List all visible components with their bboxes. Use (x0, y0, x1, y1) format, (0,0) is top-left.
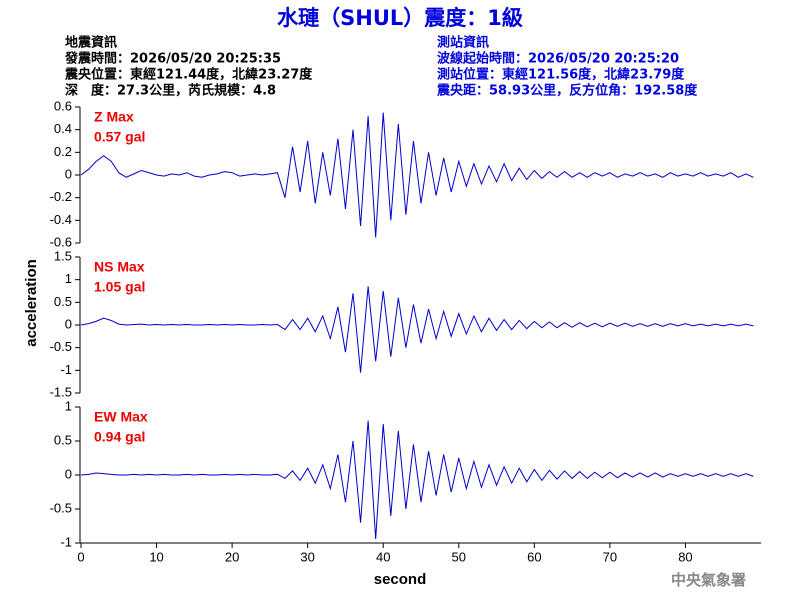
panel-label: Z Max (94, 109, 134, 125)
y-tick-label: -0.5 (50, 500, 72, 515)
footer: 中央氣象署 (671, 571, 746, 589)
x-tick-label: 70 (603, 549, 617, 564)
x-tick-label: 20 (225, 549, 239, 564)
y-tick-label: 0.5 (54, 294, 72, 309)
panel-max: 0.57 gal (94, 129, 145, 145)
x-tick-label: 30 (300, 549, 314, 564)
info-line: 震央距：58.93公里，反方位角：192.58度 (436, 83, 698, 99)
panel-label: NS Max (94, 259, 145, 275)
y-tick-label: 0.6 (54, 98, 72, 113)
panel-max: 0.94 gal (94, 429, 145, 445)
y-tick-label: 1 (65, 271, 72, 286)
y-tick-label: -0.5 (50, 339, 72, 354)
info-line: 地震資訊 (65, 35, 117, 51)
x-tick-label: 0 (77, 549, 84, 564)
info-line: 測站位置：東經121.56度，北緯23.79度 (437, 67, 685, 83)
y-tick-label: -1 (60, 534, 72, 549)
y-tick-label: -0.2 (50, 189, 72, 204)
x-tick-label: 10 (149, 549, 163, 564)
panel-label: EW Max (94, 409, 148, 425)
y-tick-label: 1.5 (54, 248, 72, 263)
y-tick-label: -1 (60, 362, 72, 377)
y-tick-label: 0.4 (54, 121, 72, 136)
x-tick-label: 50 (452, 549, 466, 564)
x-tick-label: 40 (376, 549, 390, 564)
y-tick-label: -0.6 (50, 234, 72, 249)
info-line: 發震時間：2026/05/20 20:25:35 (64, 51, 281, 67)
y-tick-label: 1 (65, 398, 72, 413)
info-line: 波線起始時間：2026/05/20 20:25:20 (437, 51, 679, 67)
waveform (80, 420, 754, 539)
x-tick-label: 60 (527, 549, 541, 564)
y-tick-label: 0 (65, 166, 72, 181)
waveform (80, 112, 754, 238)
y-tick-label: 0.2 (54, 144, 72, 159)
y-tick-label: 0.5 (54, 432, 72, 447)
info-line: 測站資訊 (437, 35, 489, 51)
info-line: 深 度：27.3公里，芮氏規模：4.8 (65, 83, 276, 99)
panel-max: 1.05 gal (94, 279, 145, 295)
x-axis-label: second (374, 571, 427, 588)
y-tick-label: -1.5 (50, 384, 72, 399)
chart-title: 水璉（SHUL）震度：1級 (277, 6, 523, 30)
y-tick-label: 0 (65, 316, 72, 331)
waveform (80, 286, 754, 373)
y-axis-label: acceleration (23, 259, 40, 347)
y-tick-label: 0 (65, 466, 72, 481)
x-tick-label: 80 (678, 549, 692, 564)
y-tick-label: -0.4 (50, 212, 72, 227)
info-line: 震央位置：東經121.44度，北緯23.27度 (64, 67, 313, 83)
